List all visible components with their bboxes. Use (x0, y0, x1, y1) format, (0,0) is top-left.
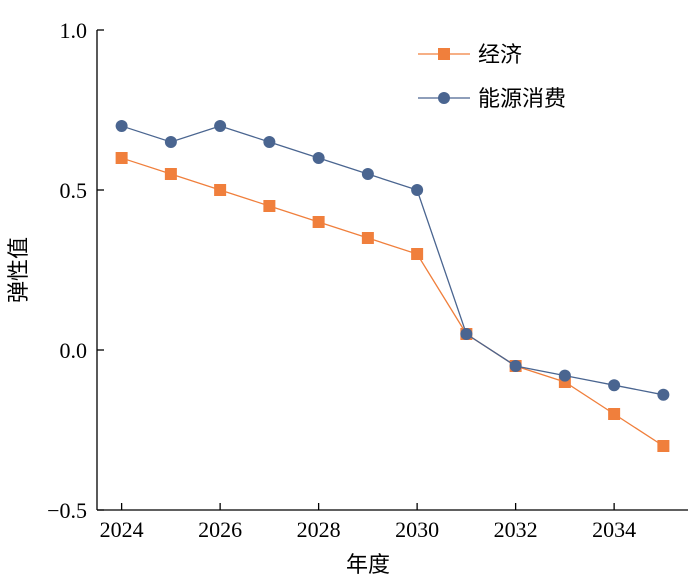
y-tick-label: 0.0 (60, 338, 88, 363)
data-point-marker (263, 200, 276, 212)
y-tick-label: 1.0 (60, 18, 88, 43)
y-tick-label: −0.5 (47, 498, 87, 523)
series-layer (115, 120, 670, 452)
legend-marker-economy (438, 48, 450, 60)
data-point-marker (361, 232, 374, 244)
y-axis-title: 弹性值 (7, 237, 32, 303)
y-ticks: −0.5 0.0 0.5 1.0 (47, 18, 104, 523)
x-tick-label: 2026 (198, 517, 242, 542)
data-point-marker (312, 216, 325, 228)
data-point-marker (657, 440, 670, 452)
data-point-marker (164, 136, 177, 148)
data-point-marker (608, 379, 621, 392)
data-point-marker (558, 369, 571, 382)
data-point-marker (657, 388, 670, 401)
legend-item-economy: 经济 (418, 43, 522, 68)
data-point-marker (214, 184, 227, 196)
x-tick-label: 2032 (494, 517, 538, 542)
x-tick-label: 2034 (592, 517, 636, 542)
axes (96, 30, 688, 511)
data-point-marker (115, 152, 128, 164)
data-point-marker (411, 184, 424, 196)
data-point-marker (312, 152, 325, 164)
data-point-marker (509, 360, 522, 372)
data-point-marker (115, 120, 128, 132)
x-tick-label: 2028 (297, 517, 341, 542)
legend: 经济 能源消费 (418, 43, 566, 112)
legend-label-energy: 能源消费 (478, 87, 566, 112)
x-ticks: 2024 2026 2028 2030 2032 2034 (100, 503, 636, 542)
y-tick-label: 0.5 (60, 178, 88, 203)
data-point-marker (263, 136, 276, 148)
data-point-marker (361, 168, 374, 180)
x-tick-label: 2030 (395, 517, 439, 542)
series-line-0 (121, 157, 664, 447)
data-point-marker (608, 408, 621, 420)
data-point-marker (460, 328, 473, 340)
x-tick-label: 2024 (100, 517, 144, 542)
data-point-marker (411, 248, 424, 260)
legend-marker-energy (438, 92, 450, 104)
data-point-marker (164, 168, 177, 180)
legend-label-economy: 经济 (478, 43, 522, 68)
data-point-marker (214, 120, 227, 132)
series-line-1 (121, 125, 664, 396)
x-axis-title: 年度 (346, 553, 390, 578)
legend-item-energy: 能源消费 (418, 87, 566, 112)
